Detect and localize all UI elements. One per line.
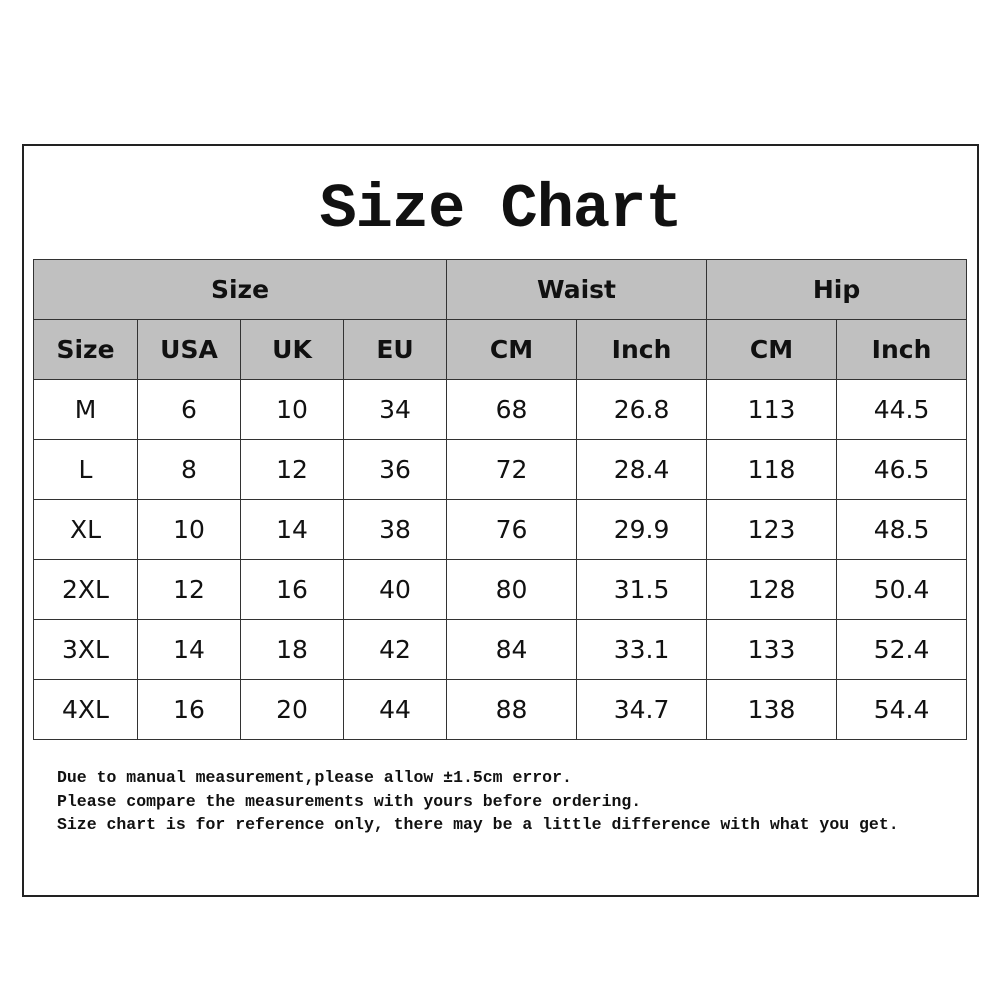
- column-header: CM: [446, 319, 578, 380]
- table-cell: 133: [706, 619, 838, 680]
- table-row: L 8 12 36 72 28.4 118 46.5: [33, 439, 968, 500]
- table-body: M 6 10 34 68 26.8 113 44.5 L 8 12 36 72 28.4 118 46.5 XL…: [33, 379, 968, 740]
- page-title: Size Chart: [319, 174, 682, 245]
- size-table: Size Waist Hip Size USA UK EU CM Inch CM Inch M…: [32, 259, 968, 740]
- table-cell: 10: [240, 379, 344, 440]
- table-cell: 26.8: [576, 379, 708, 440]
- table-row: XL 10 14 38 76 29.9 123 48.5: [33, 499, 968, 560]
- table-cell: 16: [137, 679, 241, 740]
- table-cell: 118: [706, 439, 838, 500]
- table-cell: 4XL: [33, 679, 138, 740]
- column-header: UK: [240, 319, 344, 380]
- table-cell: 31.5: [576, 559, 708, 620]
- notes: Due to manual measurement,please allow ±…: [57, 766, 899, 837]
- table-cell: 44.5: [836, 379, 968, 440]
- table-cell: 14: [137, 619, 241, 680]
- table-cell: 10: [137, 499, 241, 560]
- table-cell: 38: [342, 499, 448, 560]
- column-header: USA: [137, 319, 241, 380]
- note-line: Due to manual measurement,please allow ±…: [57, 768, 572, 787]
- table-cell: 128: [706, 559, 838, 620]
- column-header: Inch: [836, 319, 968, 380]
- table-cell: 52.4: [836, 619, 968, 680]
- table-cell: 20: [240, 679, 344, 740]
- table-cell: 54.4: [836, 679, 968, 740]
- table-cell: 34.7: [576, 679, 708, 740]
- table-row: 4XL 16 20 44 88 34.7 138 54.4: [33, 679, 968, 740]
- table-cell: 42: [342, 619, 448, 680]
- column-header: Inch: [576, 319, 708, 380]
- table-cell: 2XL: [33, 559, 138, 620]
- table-cell: 40: [342, 559, 448, 620]
- table-row: M 6 10 34 68 26.8 113 44.5: [33, 379, 968, 440]
- column-header-row: Size USA UK EU CM Inch CM Inch: [33, 319, 968, 380]
- table-cell: 8: [137, 439, 241, 500]
- chart-frame: [22, 144, 979, 897]
- table-cell: XL: [33, 499, 138, 560]
- group-header-size: Size: [32, 259, 448, 320]
- table-row: 3XL 14 18 42 84 33.1 133 52.4: [33, 619, 968, 680]
- note-line: Please compare the measurements with you…: [57, 791, 642, 811]
- table-cell: 72: [446, 439, 578, 500]
- group-header-row: Size Waist Hip: [32, 259, 968, 320]
- table-cell: 84: [446, 619, 578, 680]
- table-cell: 28.4: [576, 439, 708, 500]
- column-header: EU: [342, 319, 448, 380]
- group-header-hip: Hip: [706, 259, 968, 320]
- table-cell: L: [33, 439, 138, 500]
- table-cell: 48.5: [836, 499, 968, 560]
- table-cell: 88: [446, 679, 578, 740]
- column-header: CM: [706, 319, 838, 380]
- table-cell: 29.9: [576, 499, 708, 560]
- table-cell: 68: [446, 379, 578, 440]
- table-cell: M: [33, 379, 138, 440]
- table-cell: 33.1: [576, 619, 708, 680]
- table-cell: 50.4: [836, 559, 968, 620]
- group-header-waist: Waist: [446, 259, 708, 320]
- table-cell: 113: [706, 379, 838, 440]
- table-cell: 46.5: [836, 439, 968, 500]
- table-cell: 123: [706, 499, 838, 560]
- table-cell: 18: [240, 619, 344, 680]
- table-cell: 76: [446, 499, 578, 560]
- table-cell: 12: [240, 439, 344, 500]
- table-row: 2XL 12 16 40 80 31.5 128 50.4: [33, 559, 968, 620]
- table-cell: 36: [342, 439, 448, 500]
- note-line: Size chart is for reference only, there …: [57, 815, 899, 834]
- column-header: Size: [33, 319, 138, 380]
- table-cell: 80: [446, 559, 578, 620]
- table-cell: 44: [342, 679, 448, 740]
- table-cell: 6: [137, 379, 241, 440]
- table-cell: 3XL: [33, 619, 138, 680]
- table-cell: 12: [137, 559, 241, 620]
- table-cell: 138: [706, 679, 838, 740]
- table-cell: 14: [240, 499, 344, 560]
- table-cell: 16: [240, 559, 344, 620]
- table-cell: 34: [342, 379, 448, 440]
